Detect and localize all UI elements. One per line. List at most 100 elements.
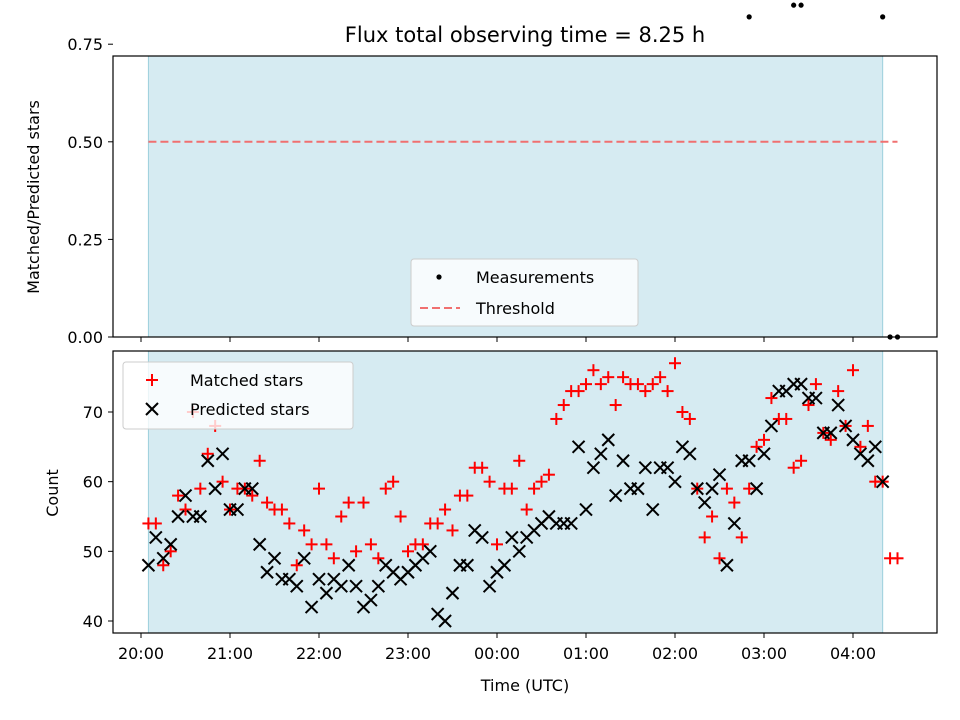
matched-star-point — [735, 531, 748, 544]
matched-star-point — [216, 475, 229, 488]
matched-star-point — [542, 468, 555, 481]
matched-star-point — [491, 538, 503, 551]
predicted-star-point — [423, 544, 437, 559]
matched-star-point — [364, 538, 377, 551]
matched-star-point — [379, 482, 392, 495]
top-y-axis-label: Matched/Predicted stars — [24, 100, 43, 294]
matched-star-point — [194, 482, 207, 495]
measurement-point — [880, 14, 886, 20]
predicted-star-point — [267, 551, 282, 566]
matched-star-point — [861, 419, 874, 432]
matched-star-point — [594, 378, 607, 391]
top-y-ticks: 0.000.250.500.751.001.25 — [67, 35, 113, 347]
bottom-legend: Matched stars Predicted stars — [122, 361, 354, 430]
predicted-star-point — [831, 398, 845, 412]
matched-star-point — [631, 378, 644, 391]
matched-star-point — [795, 454, 808, 467]
predicted-star-point — [156, 551, 170, 566]
matched-star-point — [179, 503, 192, 516]
predicted-star-point — [616, 454, 630, 468]
predicted-star-point — [631, 481, 645, 496]
predicted-star-point — [861, 454, 875, 468]
matched-star-point — [728, 496, 741, 509]
matched-star-point — [639, 385, 652, 398]
matched-star-point — [446, 524, 459, 537]
predicted-star-point — [697, 495, 712, 510]
predicted-star-point — [245, 481, 259, 496]
bottom-legend-box — [122, 361, 354, 430]
predicted-star-point — [208, 481, 222, 496]
matched-star-point — [246, 489, 259, 502]
matched-star-point — [476, 461, 489, 474]
predicted-star-point — [720, 558, 734, 572]
matched-star-point — [617, 371, 630, 384]
matched-star-point — [372, 552, 385, 565]
predicted-star-point — [201, 454, 215, 468]
matched-star-point — [416, 538, 429, 551]
predicted-legend-marker — [145, 402, 159, 416]
matched-star-point — [550, 412, 563, 425]
predicted-star-point — [712, 467, 727, 482]
predicted-star-point — [594, 447, 608, 461]
matched-star-point — [505, 482, 518, 495]
predicted-star-point — [149, 530, 163, 545]
predicted-star-point — [646, 502, 660, 517]
x-tick-label: 23:00 — [385, 644, 431, 663]
matched-star-point — [394, 510, 407, 523]
threshold-legend-label: Threshold — [475, 299, 555, 318]
y-tick-label: 0.25 — [67, 230, 103, 249]
predicted-star-point — [846, 433, 860, 447]
y-tick-label: 70 — [83, 403, 103, 422]
matched-star-point — [602, 371, 615, 384]
predicted-star-point — [371, 579, 386, 593]
predicted-star-point — [764, 419, 779, 433]
predicted-star-point — [809, 391, 823, 405]
matched-star-point — [832, 385, 845, 398]
matched-star-point — [802, 399, 815, 412]
predicted-star-point — [260, 565, 274, 579]
predicted-star-point — [460, 558, 475, 572]
x-tick-label: 22:00 — [296, 644, 342, 663]
predicted-star-point — [171, 509, 185, 524]
predicted-star-point — [445, 586, 460, 600]
matched-star-point — [157, 559, 170, 572]
predicted-star-point — [564, 516, 578, 531]
predicted-star-point — [668, 474, 682, 489]
top-legend: Measurements Threshold — [410, 258, 639, 327]
bottom-axes-frame — [112, 350, 938, 634]
matched-star-point — [431, 517, 444, 530]
matched-star-point — [201, 447, 214, 460]
bottom-y-ticks: 40 50 60 70 — [83, 403, 113, 631]
predicted-star-point — [438, 614, 452, 628]
top-axes-frame — [112, 55, 938, 338]
x-tick-label: 03:00 — [741, 644, 787, 663]
predicted-star-point — [475, 530, 489, 545]
matched-star-point — [572, 385, 585, 398]
matched-star-point — [387, 475, 400, 488]
predicted-star-point — [638, 461, 653, 475]
matched-star-point — [261, 496, 274, 509]
predicted-star-point — [875, 474, 890, 489]
top-x-ticks — [140, 337, 854, 342]
matched-star-point — [164, 545, 177, 558]
matched-star-point — [313, 482, 325, 495]
matched-star-point — [320, 538, 333, 551]
predicted-star-point — [141, 558, 156, 572]
matched-star-point — [698, 531, 711, 544]
matched-star-point — [661, 385, 674, 398]
predicted-star-point — [660, 461, 675, 475]
matched-star-point — [854, 440, 867, 453]
x-tick-label: 21:00 — [207, 644, 253, 663]
matched-legend-marker — [146, 374, 158, 386]
predicted-star-point — [749, 481, 764, 496]
predicted-star-point — [193, 509, 208, 524]
matched-star-point — [780, 412, 793, 425]
matched-star-point — [483, 475, 496, 488]
matched-star-point — [350, 545, 363, 558]
predicted-star-point — [683, 447, 697, 461]
matched-star-point — [402, 545, 414, 558]
predicted-star-point — [230, 502, 245, 517]
predicted-star-point — [705, 481, 719, 496]
matched-star-point — [683, 412, 696, 425]
